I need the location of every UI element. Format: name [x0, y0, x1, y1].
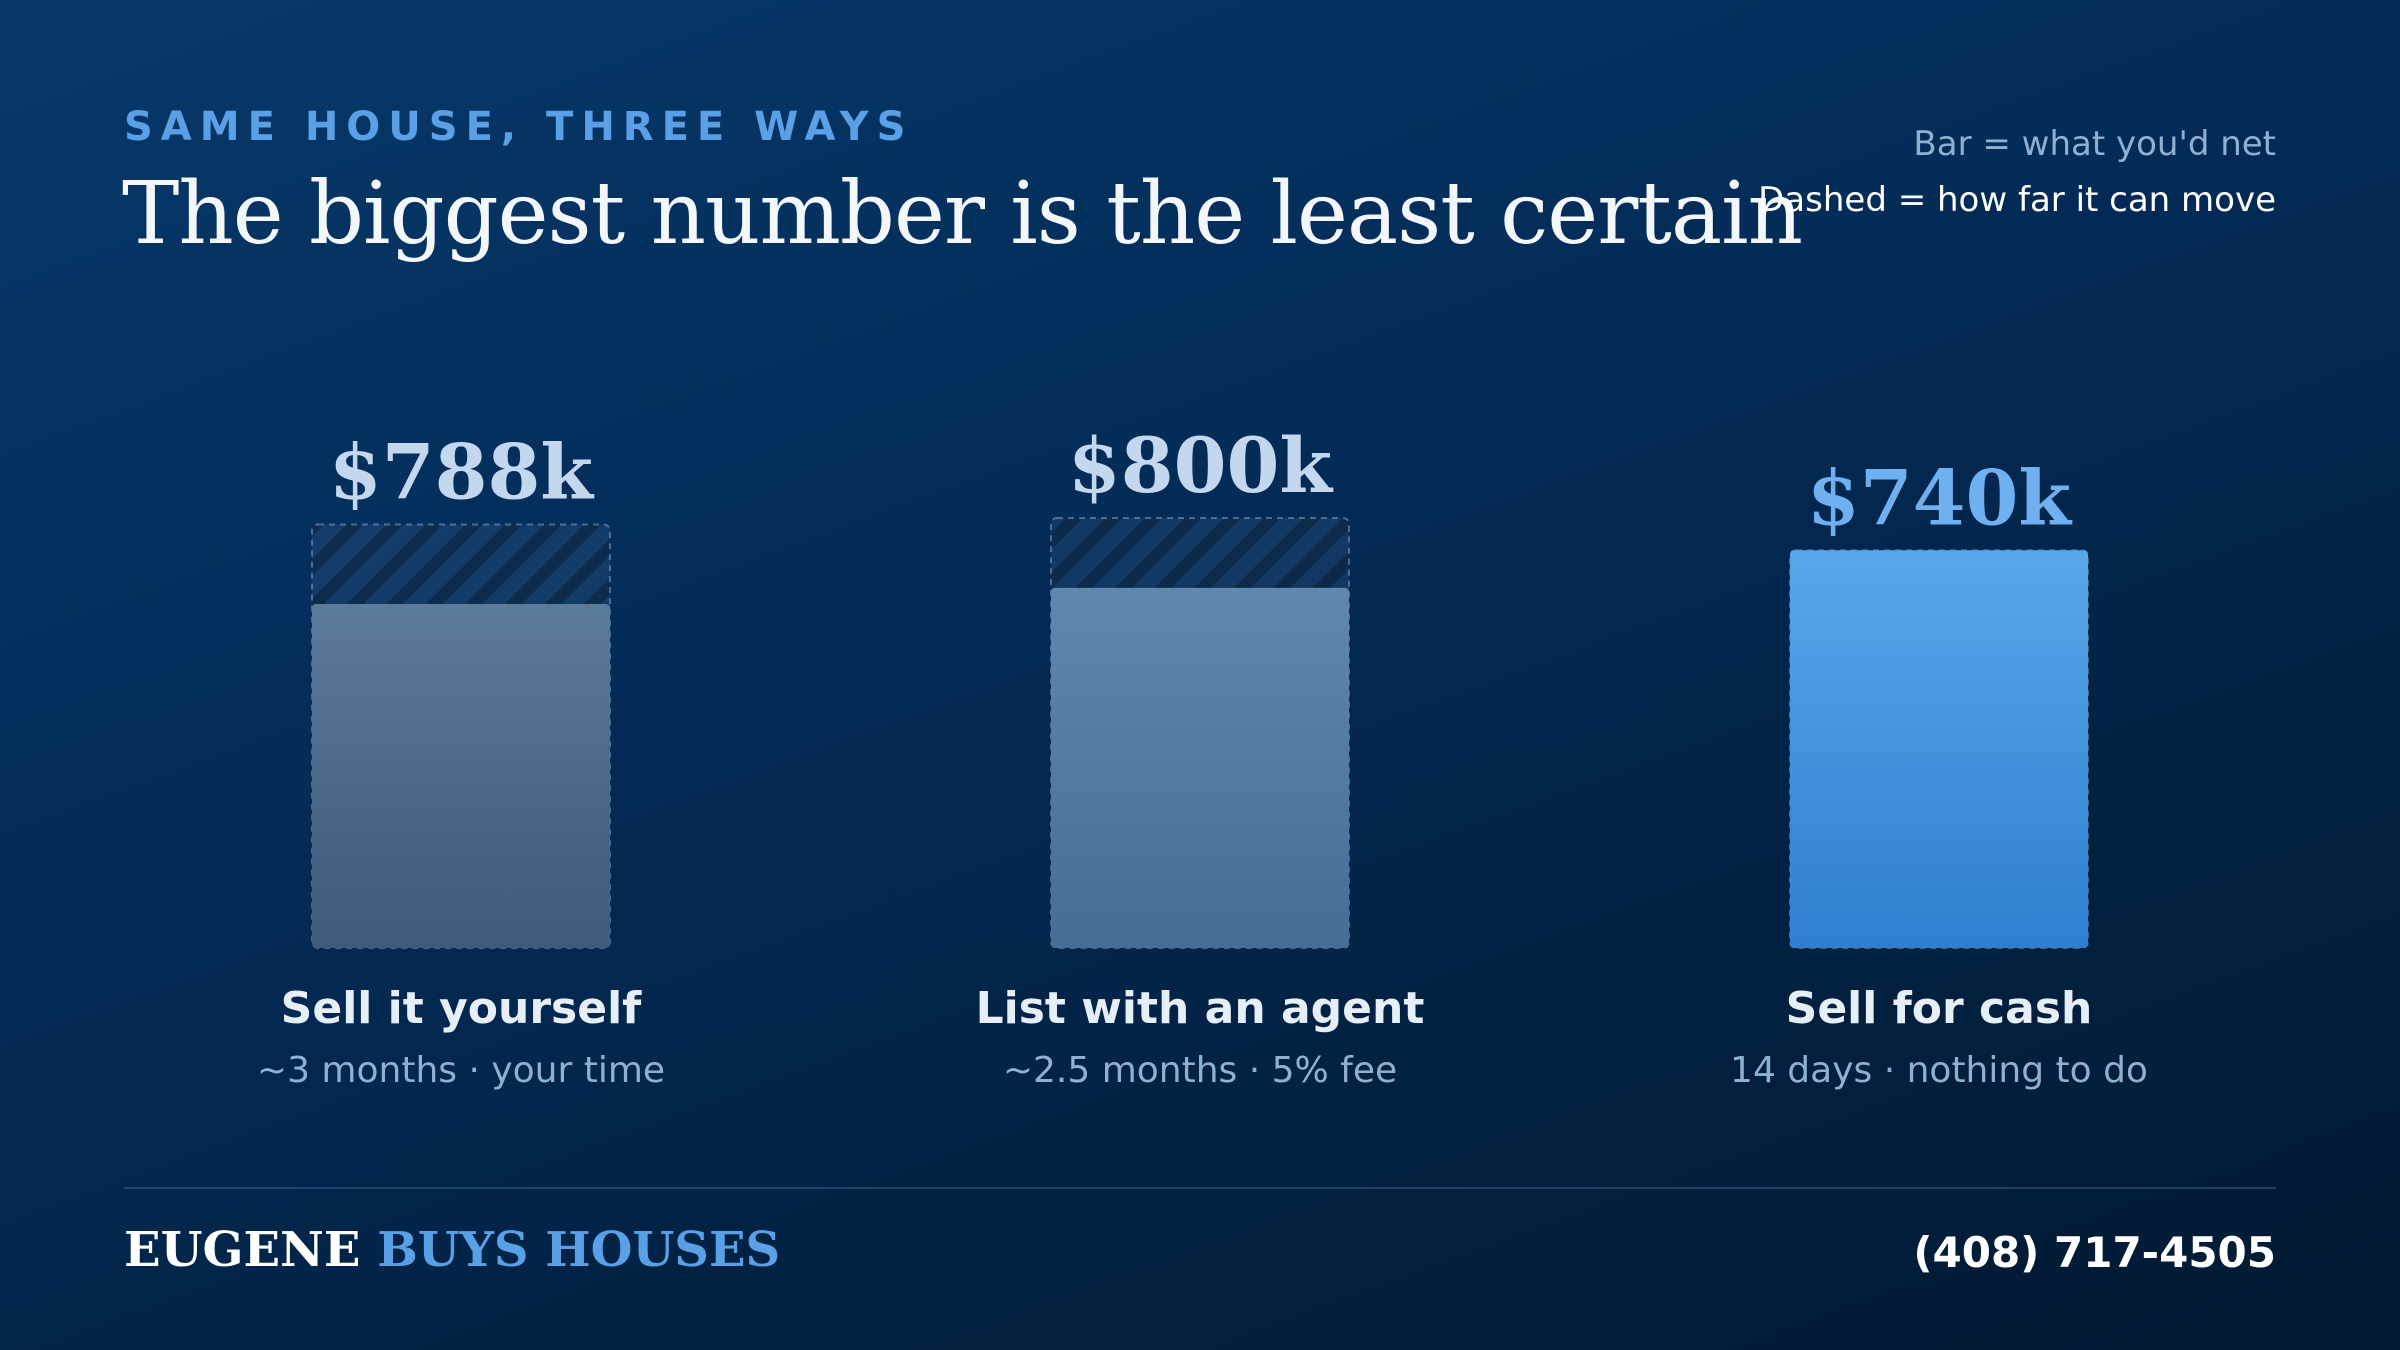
category-label-diy: Sell it yourself [281, 983, 642, 1034]
legend-bar-note: Bar = what you'd net [1913, 124, 2276, 164]
bar-chart: $788k Sell it yourself ~3 months · your ti… [257, 421, 2148, 1091]
category-label-agent: List with an agent [976, 983, 1425, 1034]
value-label-cash: $740k [1807, 453, 2073, 542]
bar-diy [312, 604, 610, 948]
chart-eyebrow: SAME HOUSE, THREE WAYS [124, 104, 914, 150]
legend: Bar = what you'd net Dashed = how far it… [1758, 116, 2276, 228]
footer-divider [124, 1187, 2276, 1189]
category-subtitle-agent: ~2.5 months · 5% fee [1003, 1050, 1397, 1091]
legend-dashed-note: Dashed = how far it can move [1758, 180, 2276, 220]
bar-agent [1051, 587, 1349, 948]
brand-logo: EUGENE BUYS HOUSES [124, 1222, 780, 1278]
value-label-diy: $788k [329, 427, 595, 516]
bar-cash [1790, 550, 2088, 948]
category-subtitle-cash: 14 days · nothing to do [1730, 1050, 2148, 1091]
value-label-agent: $800k [1068, 421, 1334, 510]
category-subtitle-diy: ~3 months · your time [257, 1050, 665, 1091]
phone-number[interactable]: (408) 717-4505 [1913, 1228, 2276, 1277]
brand-name-second: BUYS HOUSES [377, 1222, 781, 1278]
chart-title: The biggest number is the least certain [122, 164, 1803, 264]
category-label-cash: Sell for cash [1786, 983, 2093, 1034]
brand-name-first: EUGENE [124, 1222, 361, 1278]
